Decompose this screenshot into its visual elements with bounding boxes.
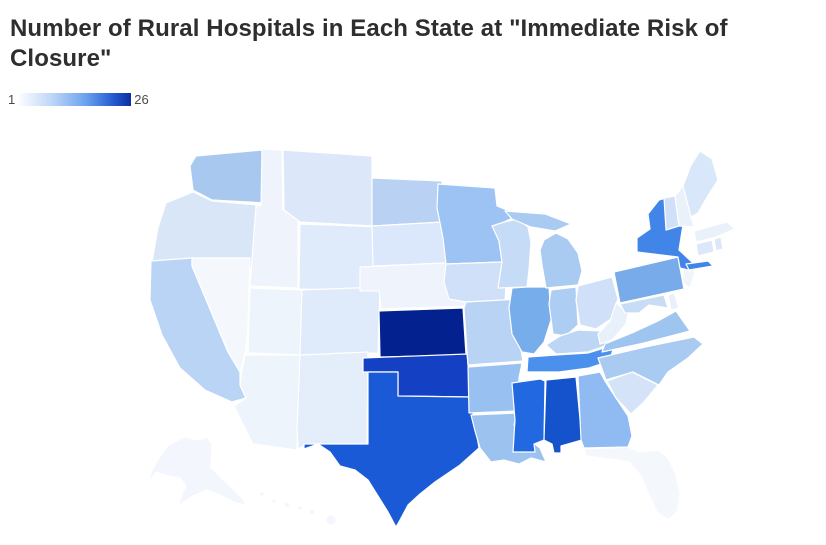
state-hi[interactable] (325, 514, 337, 526)
state-va[interactable] (601, 310, 691, 353)
legend-min-label: 1 (8, 92, 16, 107)
chart-title: Number of Rural Hospitals in Each State … (10, 15, 728, 72)
state-nh[interactable] (674, 185, 695, 228)
state-il[interactable] (508, 286, 552, 355)
state-co[interactable] (299, 286, 381, 356)
state-hi[interactable] (259, 491, 265, 497)
state-me[interactable] (682, 150, 719, 218)
state-hi[interactable] (271, 498, 277, 504)
legend-gradient-bar (18, 93, 132, 106)
state-id[interactable] (249, 148, 299, 289)
state-ut[interactable] (247, 287, 303, 356)
state-ny[interactable] (685, 260, 714, 271)
state-sd[interactable] (371, 221, 447, 267)
state-mt[interactable] (282, 149, 373, 227)
state-ct[interactable] (695, 239, 715, 257)
state-ak[interactable] (147, 436, 248, 507)
state-pa[interactable] (613, 256, 685, 304)
state-hi[interactable] (308, 508, 315, 515)
state-ms[interactable] (511, 378, 546, 453)
state-mi[interactable] (504, 210, 572, 232)
state-wa[interactable] (189, 149, 267, 204)
state-az[interactable] (233, 354, 301, 451)
color-legend: 1 26 (8, 92, 149, 107)
state-oh[interactable] (575, 276, 619, 330)
state-ks[interactable] (378, 307, 467, 358)
state-md[interactable] (619, 294, 669, 314)
state-ma[interactable] (693, 221, 736, 243)
state-de[interactable] (667, 292, 680, 311)
legend-max-label: 26 (134, 92, 149, 107)
state-hi[interactable] (283, 501, 290, 508)
state-or[interactable] (151, 191, 258, 269)
state-nv[interactable] (191, 257, 251, 373)
state-nd[interactable] (371, 177, 445, 227)
state-al[interactable] (543, 376, 583, 454)
state-nc[interactable] (597, 336, 704, 386)
state-fl[interactable] (583, 446, 681, 521)
state-ia[interactable] (443, 261, 508, 303)
state-ri[interactable] (713, 236, 724, 252)
state-nm[interactable] (296, 351, 369, 450)
state-hi[interactable] (297, 505, 303, 511)
state-in[interactable] (548, 286, 579, 337)
state-ga[interactable] (577, 371, 633, 449)
state-mi[interactable] (539, 232, 583, 289)
